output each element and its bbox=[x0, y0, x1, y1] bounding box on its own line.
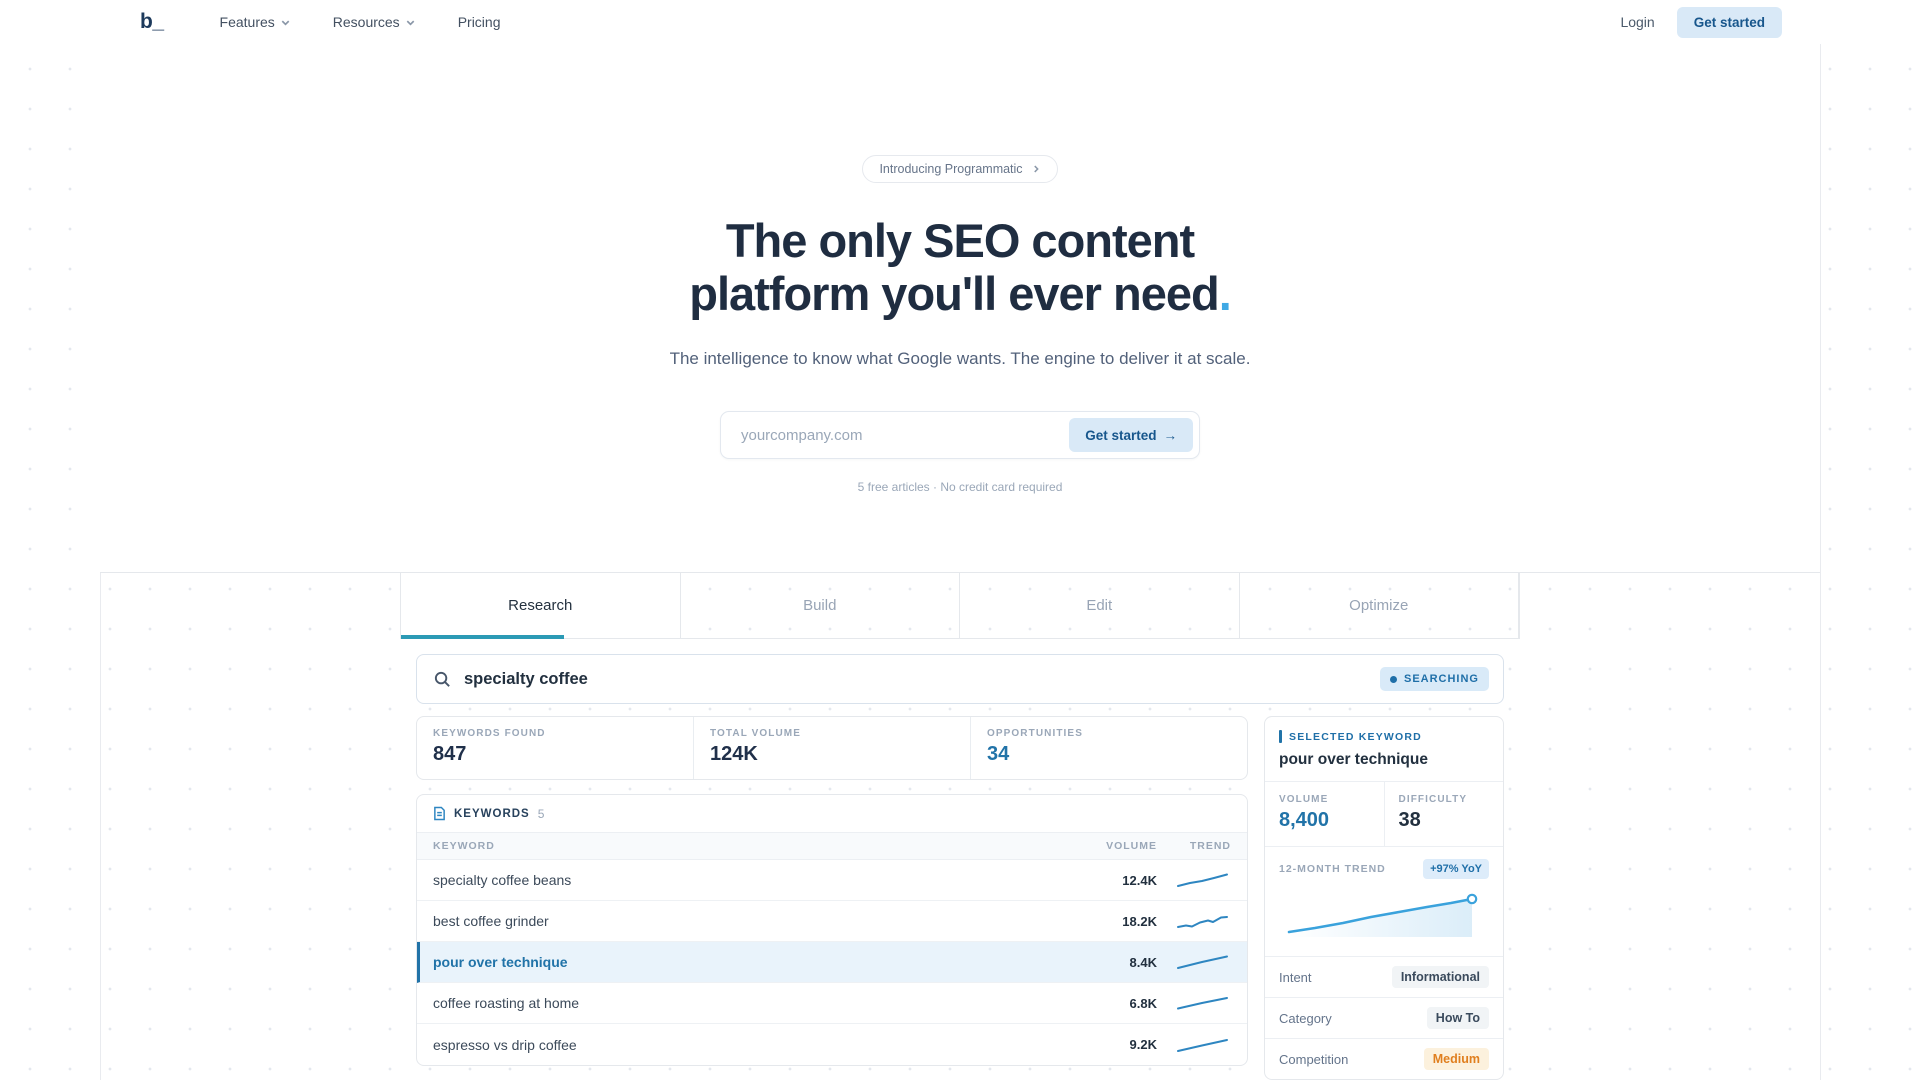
chevron-down-icon bbox=[406, 20, 414, 26]
searching-status-badge: SEARCHING bbox=[1379, 667, 1489, 691]
brand-logo[interactable]: b_ bbox=[140, 10, 164, 33]
table-row[interactable]: best coffee grinder 18.2K bbox=[417, 901, 1247, 942]
trend-sparkline bbox=[1177, 916, 1228, 928]
hero-fine-print: 5 free articles · No credit card require… bbox=[857, 480, 1063, 494]
trend-sparkline bbox=[1177, 873, 1228, 887]
nav-item-features[interactable]: Features bbox=[220, 14, 291, 30]
selected-keyword-label: SELECTED KEYWORD bbox=[1279, 730, 1489, 743]
document-icon bbox=[434, 806, 445, 821]
hero-get-started-button[interactable]: Get started → bbox=[1069, 418, 1193, 452]
keywords-column-headers: KEYWORD VOLUME TREND bbox=[417, 833, 1247, 860]
summary-stats: KEYWORDS FOUND 847 TOTAL VOLUME 124K OPP… bbox=[416, 716, 1248, 780]
keywords-panel: KEYWORDS 5 KEYWORD VOLUME TREND specialt… bbox=[416, 794, 1248, 1066]
selected-keyword-name: pour over technique bbox=[1279, 751, 1428, 768]
page-edge-right bbox=[1820, 44, 1821, 1080]
stat-volume: VOLUME 8,400 bbox=[1265, 782, 1385, 846]
tab-optimize[interactable]: Optimize bbox=[1240, 573, 1519, 638]
hero-title: The only SEO content platform you'll eve… bbox=[689, 214, 1232, 320]
arrow-right-icon: → bbox=[1163, 427, 1178, 443]
competition-value-pill: Medium bbox=[1423, 1048, 1489, 1070]
selected-keyword-stats: VOLUME 8,400 DIFFICULTY 38 bbox=[1265, 781, 1503, 846]
trend-section: 12-MONTH TREND +97% YoY bbox=[1265, 846, 1503, 956]
nav-links: Features Resources Pricing bbox=[220, 14, 501, 30]
pulse-dot-icon bbox=[1389, 675, 1397, 683]
active-tab-indicator bbox=[401, 635, 564, 639]
keyword-search-bar: SEARCHING bbox=[416, 654, 1504, 704]
domain-input-group: Get started → bbox=[720, 411, 1200, 459]
login-link[interactable]: Login bbox=[1620, 14, 1655, 30]
nav-item-resources[interactable]: Resources bbox=[333, 14, 416, 30]
chevron-down-icon bbox=[281, 20, 290, 26]
trend-line-chart bbox=[1287, 893, 1478, 937]
table-row-selected[interactable]: pour over technique 8.4K bbox=[417, 942, 1247, 983]
yoy-badge: +97% YoY bbox=[1423, 859, 1489, 879]
table-row[interactable]: coffee roasting at home 6.8K bbox=[417, 983, 1247, 1024]
selected-keyword-panel: SELECTED KEYWORD pour over technique VOL… bbox=[1264, 716, 1504, 1080]
trend-sparkline bbox=[1177, 1038, 1228, 1052]
announcement-badge[interactable]: Introducing Programmatic bbox=[862, 155, 1058, 183]
trend-sparkline bbox=[1177, 955, 1228, 969]
hero-title-period: . bbox=[1218, 267, 1232, 320]
tab-build[interactable]: Build bbox=[681, 573, 960, 638]
accent-bar bbox=[1279, 730, 1282, 743]
demo-tabs: Research Build Edit Optimize bbox=[400, 573, 1520, 639]
top-nav: b_ Features Resources Pricing Login Get … bbox=[0, 0, 1920, 44]
intent-value-pill: Informational bbox=[1391, 966, 1489, 988]
trend-sparkline bbox=[1177, 997, 1228, 1010]
tab-research[interactable]: Research bbox=[401, 573, 681, 638]
chevron-right-icon bbox=[1033, 165, 1039, 173]
stat-total-volume: TOTAL VOLUME 124K bbox=[694, 717, 971, 779]
nav-right: Login Get started bbox=[1620, 6, 1782, 38]
table-row[interactable]: specialty coffee beans 12.4K bbox=[417, 860, 1247, 901]
nav-item-pricing[interactable]: Pricing bbox=[457, 14, 501, 30]
tab-edit[interactable]: Edit bbox=[960, 573, 1240, 638]
product-demo-section: Research Build Edit Optimize SEARCHING bbox=[100, 572, 1820, 1080]
search-icon bbox=[434, 671, 450, 687]
attribute-row-competition: Competition Medium bbox=[1265, 1038, 1503, 1079]
stat-opportunities: OPPORTUNITIES 34 bbox=[987, 728, 1083, 765]
keyword-search-input[interactable] bbox=[464, 669, 1380, 689]
keywords-panel-header: KEYWORDS 5 bbox=[417, 795, 1247, 833]
stat-difficulty: DIFFICULTY 38 bbox=[1398, 794, 1468, 831]
stat-keywords-found: KEYWORDS FOUND 847 bbox=[417, 717, 694, 779]
hero-section: Introducing Programmatic The only SEO co… bbox=[100, 44, 1820, 572]
category-value-pill: How To bbox=[1426, 1007, 1489, 1029]
attribute-row-intent: Intent Informational bbox=[1265, 956, 1503, 997]
table-row[interactable]: espresso vs drip coffee 9.2K bbox=[417, 1024, 1247, 1065]
attribute-row-category: Category How To bbox=[1265, 997, 1503, 1038]
hero-subtitle: The intelligence to know what Google wan… bbox=[669, 349, 1251, 368]
get-started-button[interactable]: Get started bbox=[1676, 6, 1782, 38]
